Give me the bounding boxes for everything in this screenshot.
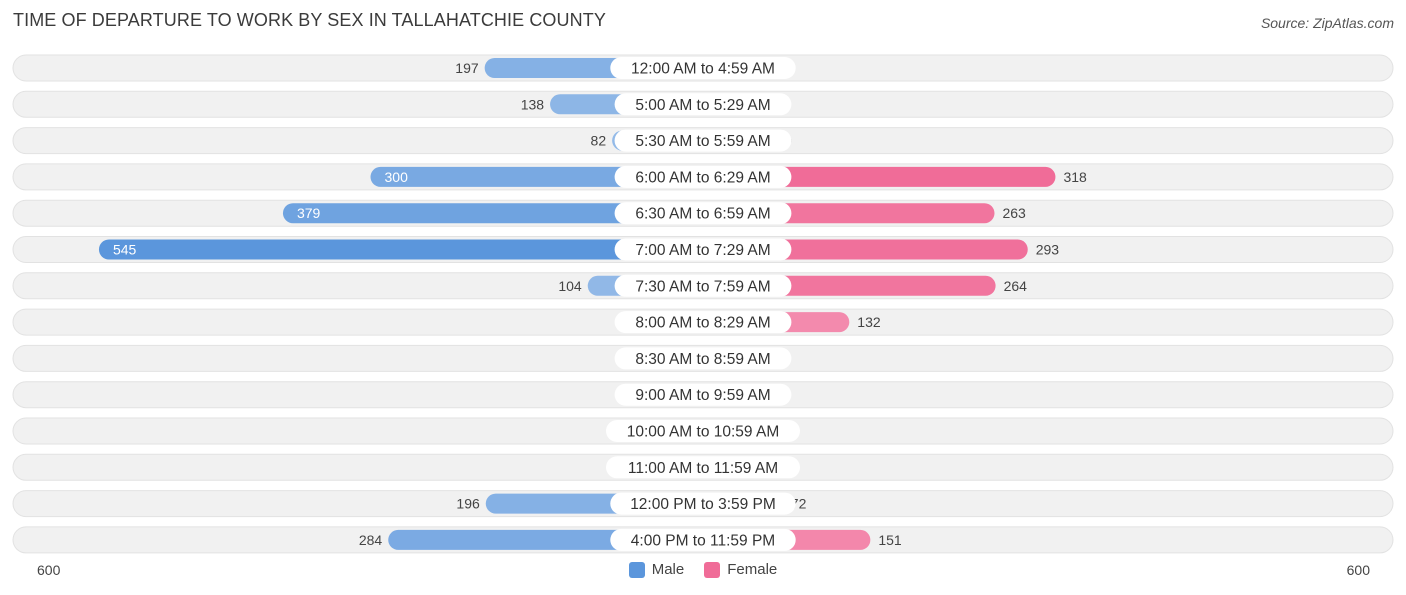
bar-male [282,203,703,224]
category-label: 4:00 PM to 11:59 PM [631,532,775,549]
value-label-male: 300 [385,169,409,185]
bar-female [703,166,1056,187]
legend-item-female: Female [704,561,777,578]
value-label-female: 318 [1063,169,1087,185]
category-label: 7:00 AM to 7:29 AM [635,242,770,259]
legend: Male Female [0,561,1406,578]
value-label-male: 284 [359,532,383,548]
axis-left-label: 600 [37,562,61,578]
legend-label-female: Female [727,561,778,578]
category-label: 6:30 AM to 6:59 AM [635,206,770,223]
legend-swatch-male [628,561,645,578]
category-pill [614,347,792,370]
value-label-female: 264 [1004,278,1028,294]
value-label-female: 263 [1002,205,1026,221]
category-pill [614,202,792,225]
category-label: 9:00 AM to 9:59 AM [635,387,770,404]
legend-swatch-female [704,561,721,578]
category-pill [614,274,792,297]
category-pill [614,93,792,116]
value-label-male: 196 [456,496,480,512]
value-label-male: 82 [591,133,607,149]
category-label: 12:00 AM to 4:59 AM [631,61,775,78]
legend-label-male: Male [651,561,685,578]
category-pill [614,129,792,152]
category-pill [614,383,792,406]
category-pill [614,311,792,334]
category-label: 11:00 AM to 11:59 AM [628,460,778,477]
axis-right-label: 600 [1346,562,1370,578]
value-label-female: 132 [857,314,881,330]
category-pill [614,165,792,188]
category-label: 7:30 AM to 7:59 AM [635,278,770,295]
chart-source: Source: ZipAtlas.com [1260,15,1394,31]
category-label: 5:00 AM to 5:29 AM [635,97,770,114]
category-pill [606,456,800,479]
category-label: 6:00 AM to 6:29 AM [635,169,770,186]
category-pill [614,238,792,261]
value-label-female: 151 [878,532,902,548]
value-label-female: 293 [1036,242,1060,258]
value-label-male: 104 [558,278,582,294]
category-pill [610,492,796,515]
category-label: 8:00 AM to 8:29 AM [635,315,770,332]
chart-title: TIME OF DEPARTURE TO WORK BY SEX IN TALL… [13,10,606,30]
category-label: 8:30 AM to 8:59 AM [635,351,770,368]
category-label: 10:00 AM to 10:59 AM [627,424,780,441]
category-label: 5:30 AM to 5:59 AM [635,133,770,150]
category-pill [610,57,796,79]
bar-male [98,239,704,260]
value-label-male: 545 [113,242,137,258]
value-label-male: 379 [297,205,321,221]
category-pill [610,528,796,551]
category-label: 12:00 PM to 3:59 PM [630,496,776,513]
value-label-male: 138 [521,96,545,112]
legend-item-male: Male [628,561,685,578]
category-pill [606,420,800,442]
value-label-male: 197 [455,60,479,76]
